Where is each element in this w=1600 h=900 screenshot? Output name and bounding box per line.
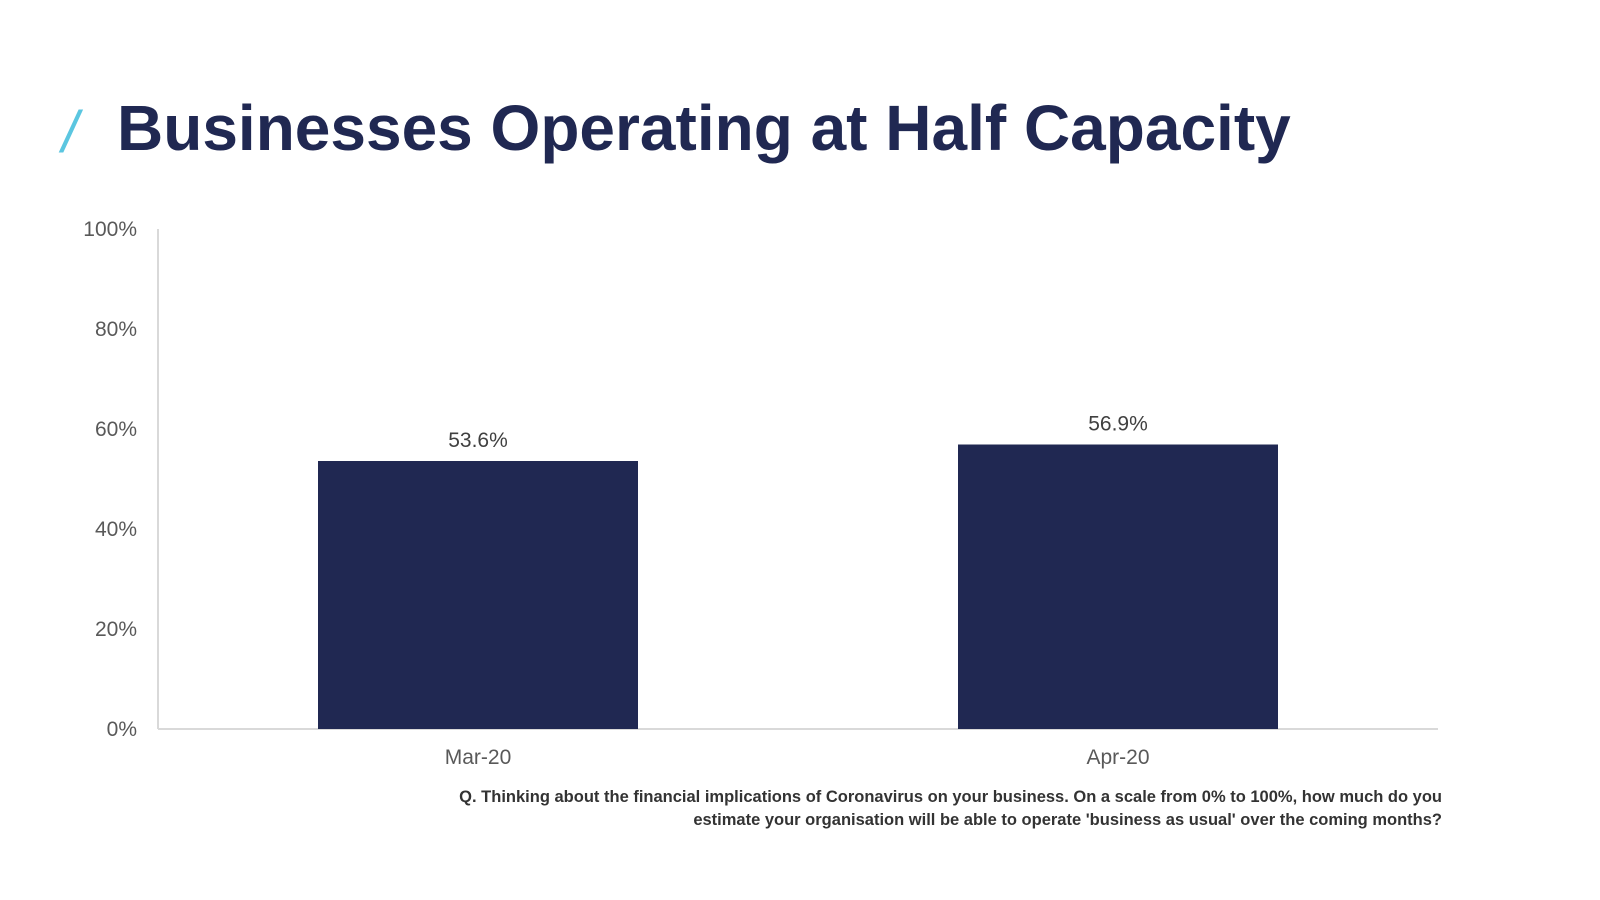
- accent-slash: /: [62, 100, 79, 165]
- y-tick-label: 20%: [95, 618, 137, 641]
- page-title: Businesses Operating at Half Capacity: [117, 92, 1291, 164]
- y-tick-label: 0%: [107, 718, 137, 741]
- y-tick-label: 40%: [95, 518, 137, 541]
- bar-series: [318, 444, 1278, 729]
- data-labels: 53.6% 56.9%: [448, 413, 1148, 453]
- bar: [318, 461, 638, 729]
- data-label: 56.9%: [1088, 413, 1148, 436]
- x-tick-label: Apr-20: [1086, 746, 1149, 769]
- y-axis: 0% 20% 40% 60% 80% 100%: [83, 218, 159, 741]
- y-tick-label: 80%: [95, 318, 137, 341]
- data-label: 53.6%: [448, 429, 508, 452]
- category-labels: Mar-20 Apr-20: [445, 746, 1150, 769]
- y-tick-label: 100%: [83, 218, 137, 241]
- y-tick-label: 60%: [95, 418, 137, 441]
- x-tick-label: Mar-20: [445, 746, 512, 769]
- survey-question-footnote: Q. Thinking about the financial implicat…: [459, 788, 1442, 829]
- bar: [958, 444, 1278, 729]
